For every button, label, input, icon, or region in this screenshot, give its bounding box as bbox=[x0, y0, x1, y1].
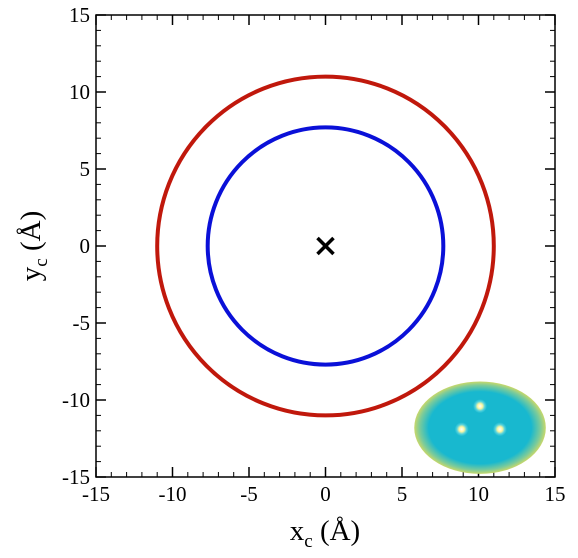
x-tick-label: -5 bbox=[240, 482, 258, 506]
y-axis-unit: (Å) bbox=[15, 211, 47, 259]
x-axis-title: xc (Å) bbox=[290, 515, 360, 552]
y-tick-label: 15 bbox=[69, 3, 90, 27]
y-axis-symbol: y bbox=[15, 266, 47, 281]
x-axis-symbol: x bbox=[290, 515, 305, 547]
y-tick-label: -10 bbox=[62, 388, 90, 412]
circle-series-2 bbox=[205, 125, 446, 367]
major-ticks bbox=[95, 14, 556, 478]
y-tick-label: 10 bbox=[69, 80, 90, 104]
x-axis-subscript: c bbox=[304, 531, 312, 552]
x-tick-label: -15 bbox=[82, 482, 110, 506]
y-tick-label: -5 bbox=[73, 311, 91, 335]
inset-point bbox=[492, 422, 507, 437]
inset-point bbox=[473, 399, 488, 414]
minor-ticks bbox=[96, 15, 555, 477]
x-axis-unit: (Å) bbox=[313, 515, 361, 547]
y-axis-title: yc (Å) bbox=[15, 211, 52, 281]
inset-image bbox=[414, 381, 546, 474]
x-tick-label: 0 bbox=[320, 482, 331, 506]
x-tick-label: 10 bbox=[468, 482, 489, 506]
x-tick-label: 15 bbox=[545, 482, 566, 506]
tick-labels: -15-15 -10 -10 -5 -5 0 0 5 5 10 10 15 15 bbox=[62, 3, 566, 506]
series-layer bbox=[155, 74, 496, 418]
y-tick-label: -15 bbox=[62, 465, 90, 489]
marker-layer bbox=[316, 236, 335, 256]
inset-point bbox=[454, 422, 469, 437]
center-cross-marker bbox=[316, 236, 335, 256]
y-axis-subscript: c bbox=[31, 258, 52, 266]
x-tick-label: -10 bbox=[159, 482, 187, 506]
cross-stroke bbox=[316, 236, 335, 256]
y-tick-label: 0 bbox=[80, 234, 91, 258]
inset-ellipse bbox=[414, 381, 546, 474]
x-tick-label: 5 bbox=[397, 482, 408, 506]
circle-series-1 bbox=[155, 74, 496, 418]
y-tick-label: 5 bbox=[80, 157, 91, 181]
